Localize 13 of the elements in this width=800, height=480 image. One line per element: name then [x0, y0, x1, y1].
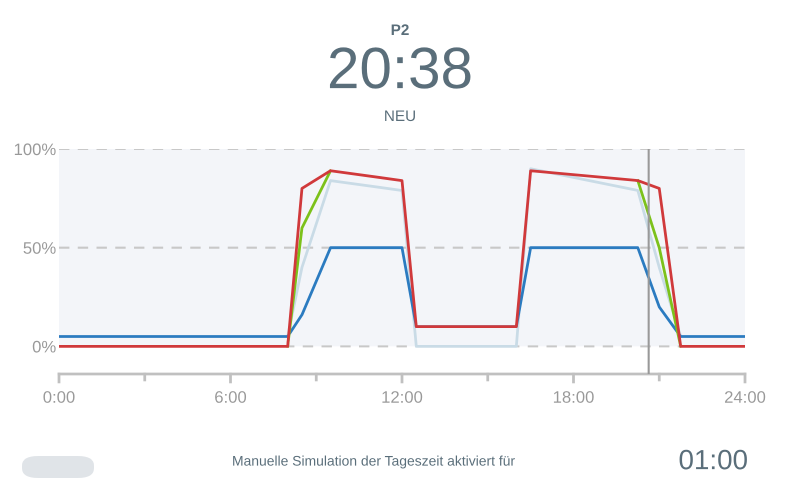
text: 01:00 — [680, 450, 747, 470]
y-tick-label: 100% — [14, 143, 56, 156]
x-tick-label: 0:00 — [43, 391, 75, 403]
y-tick-label: 50% — [24, 242, 56, 254]
x-tick-label: 24:00 — [724, 391, 766, 403]
x-tick-label: 12:00 — [382, 391, 422, 403]
chart-subtitle: 20:38 — [330, 47, 470, 89]
text: Manuelle Simulation der Tageszeit aktiviert für — [233, 456, 515, 468]
x-tick-label: 18:00 — [554, 391, 594, 403]
text: NEU — [385, 110, 415, 122]
x-tick-label: 6:00 — [215, 391, 246, 403]
y-tick-label: 0% — [32, 340, 56, 353]
chart-title: P2 — [392, 24, 409, 35]
